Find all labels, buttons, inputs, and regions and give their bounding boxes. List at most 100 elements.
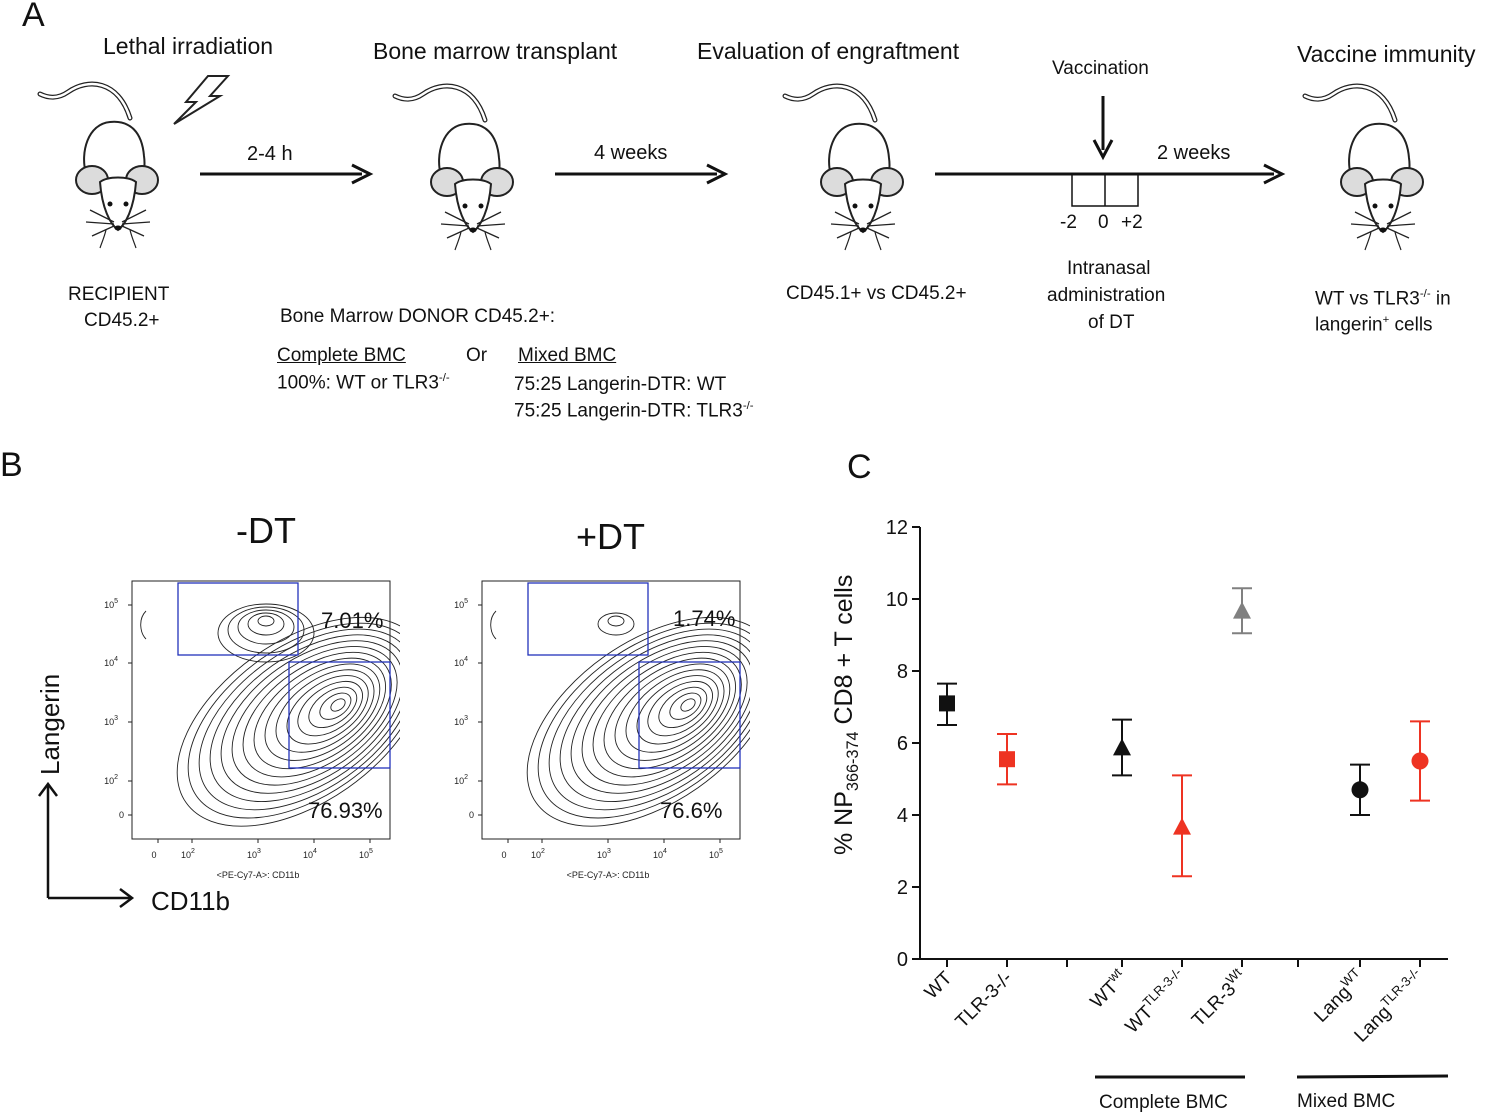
lower-gate-pct-minus-dt: 76.93% — [308, 798, 383, 823]
x-tick-label: 104 — [653, 848, 667, 860]
contour-ring — [242, 651, 392, 778]
contour-ring — [680, 698, 696, 712]
contour-ring — [592, 651, 742, 778]
panel-a-arrows — [200, 96, 1286, 207]
donor-title: Bone Marrow DONOR CD45.2+: — [280, 306, 556, 327]
mixed-bmc-detail-tlr3: 75:25 Langerin-DTR: TLR3-/- — [514, 400, 754, 422]
upper-langerin-gate — [527, 582, 649, 656]
x-category-label: TLR-3-/- — [952, 968, 1017, 1033]
arrow-label-2-4h: 2-4 h — [247, 143, 293, 165]
cd11b-axis-label: CD11b — [151, 886, 231, 916]
x-axis-parameter-label: <PE-Cy7-A>: CD11b — [217, 870, 300, 880]
immunity-note-line2: langerin+ cells — [1315, 314, 1433, 336]
y-tick-label: 6 — [897, 733, 908, 755]
complete-bmc-heading: Complete BMC — [277, 345, 406, 366]
upper-gate-pct-minus-dt: 7.01% — [321, 608, 384, 633]
data-point-group — [1350, 763, 1370, 816]
timeline-tick-0: 0 — [1098, 212, 1109, 233]
lower-cd11b-gate — [288, 661, 391, 769]
dt-admin-line1: Intranasal — [1067, 258, 1151, 279]
y-tick-label: 103 — [454, 715, 468, 727]
flow-plot-title-minus-dt: -DT — [236, 510, 296, 551]
lower-cd11b-gate — [638, 661, 741, 769]
y-tick-label: 12 — [886, 517, 908, 539]
data-point-group — [997, 733, 1017, 786]
y-tick-label: 104 — [454, 656, 468, 668]
x-category-label: WTwt — [1084, 965, 1132, 1013]
x-tick-label: 102 — [181, 848, 195, 860]
contour-ring — [330, 698, 346, 712]
panel-a-letter: A — [22, 0, 45, 34]
data-point-group — [1112, 718, 1132, 777]
contour-ring — [231, 646, 398, 786]
dt-admin-line2: administration — [1047, 285, 1166, 306]
x-category-label: TLR-3Wt — [1185, 965, 1252, 1032]
triangle-marker — [1233, 601, 1251, 619]
contour-ring — [253, 657, 387, 770]
recipient-label: RECIPIENT — [68, 284, 170, 305]
contour-ring — [537, 622, 750, 819]
contour-ring — [647, 680, 713, 737]
x-tick-label: 0 — [151, 850, 156, 860]
mixed-bmc-bracket — [1296, 1074, 1449, 1079]
contour-ring — [570, 640, 750, 794]
data-point-group — [1232, 587, 1252, 635]
contour-ring — [614, 663, 731, 761]
x-category-label: LangWT — [1308, 965, 1370, 1027]
x-axis-parameter-label: <PE-Cy7-A>: CD11b — [567, 870, 650, 880]
upper-langerin-gate — [177, 582, 299, 656]
upper-gate-pct-plus-dt: 1.74% — [673, 606, 736, 631]
contour-ring-upper — [247, 612, 285, 636]
contour-ring — [603, 657, 737, 770]
stage-lethal-irradiation: Lethal irradiation — [103, 33, 274, 59]
contour-ring — [526, 616, 750, 827]
x-tick-label: 104 — [303, 848, 317, 860]
contour-ring — [559, 634, 750, 802]
contour-ring — [220, 640, 400, 794]
mixed-bmc-group-label: Mixed BMC — [1297, 1091, 1396, 1112]
stray-contour — [140, 610, 147, 640]
contour-ring — [636, 675, 719, 745]
stage-bone-marrow-transplant: Bone marrow transplant — [373, 38, 618, 64]
flow-plot-plus-dt: 105 104 103 102 0 0 102 103 104 105 <PE-Cy7-A>: CD… — [454, 580, 750, 880]
langerin-axis-label: Langerin — [35, 673, 65, 775]
x-tick-label: 0 — [501, 850, 506, 860]
y-tick-label: 105 — [104, 598, 118, 610]
contour-ring — [319, 692, 352, 720]
square-marker — [939, 695, 955, 712]
contour-ring-upper — [257, 615, 275, 627]
contour-ring — [264, 663, 381, 761]
y-tick-label: 0 — [897, 949, 908, 971]
contour-ring — [669, 692, 702, 720]
contour-ring — [581, 646, 748, 786]
contour-ring — [187, 622, 400, 819]
triangle-marker — [1173, 817, 1191, 835]
dt-admin-line3: of DT — [1088, 312, 1135, 333]
contour-lines — [140, 603, 400, 827]
complete-bmc-detail: 100%: WT or TLR3-/- — [277, 372, 450, 394]
arrow-label-4-weeks: 4 weeks — [594, 142, 668, 164]
flow-plot-title-plus-dt: +DT — [576, 516, 646, 557]
panel-b-axis-arrows — [38, 781, 135, 908]
contour-ring — [275, 669, 375, 753]
y-tick-label: 104 — [104, 656, 118, 668]
contour-ring-upper — [237, 609, 295, 645]
stage-vaccine-immunity: Vaccine immunity — [1297, 41, 1476, 67]
contour-ring — [297, 680, 363, 737]
cd45-comparison-label: CD45.1+ vs CD45.2+ — [786, 283, 967, 304]
contour-ring — [658, 686, 708, 729]
x-tick-label: 102 — [531, 848, 545, 860]
x-tick-label: 105 — [709, 848, 723, 860]
or-label: Or — [466, 345, 488, 366]
panel-c-y-axis-label: % NP366-374 CD8 + T cells — [830, 574, 862, 855]
data-point-group — [1172, 774, 1192, 878]
y-tick-label: 10 — [886, 589, 908, 611]
contour-ring-upper — [227, 606, 305, 654]
contour-ring — [548, 628, 750, 811]
lower-gate-pct-plus-dt: 76.6% — [660, 798, 723, 823]
circle-marker — [1411, 752, 1429, 770]
x-tick-label: 103 — [247, 848, 261, 860]
recipient-cd45-label: CD45.2+ — [84, 310, 160, 331]
